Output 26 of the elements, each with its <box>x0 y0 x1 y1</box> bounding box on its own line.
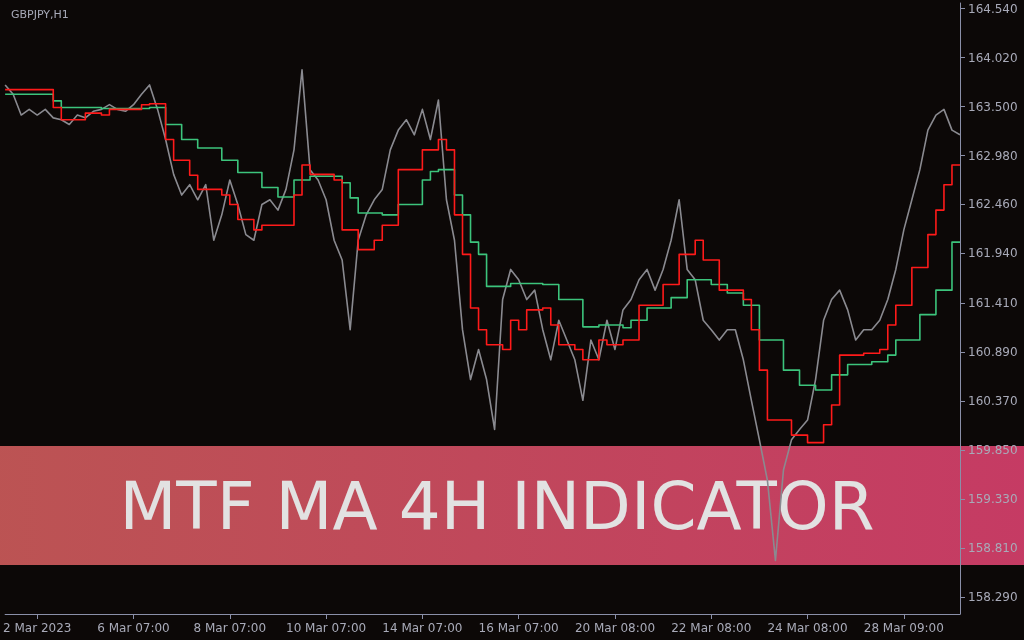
y-tick-label: 160.890 <box>968 345 1018 360</box>
y-tick-label: 164.020 <box>968 50 1018 65</box>
x-tick-label: 24 Mar 08:00 <box>767 621 848 635</box>
x-tick-label: 6 Mar 07:00 <box>97 621 170 635</box>
annotation: MTF MA 4H INDICATOR <box>119 467 875 545</box>
y-tick-label: 164.540 <box>968 1 1018 16</box>
x-tick-label: 14 Mar 07:00 <box>382 621 463 635</box>
line-series <box>4 69 961 562</box>
y-tick-label: 160.370 <box>968 394 1018 409</box>
x-tick-label: 2 Mar 2023 <box>3 621 72 635</box>
x-tick-label: 22 Mar 08:00 <box>671 621 752 635</box>
y-tick-label: 162.980 <box>968 148 1018 163</box>
y-tick-label: 162.460 <box>968 197 1018 212</box>
y-tick-label: 163.500 <box>968 99 1018 114</box>
text: GBPJPY,H1 <box>11 8 69 21</box>
y-tick-label: 161.940 <box>968 246 1018 261</box>
x-tick-label: 20 Mar 08:00 <box>574 621 656 635</box>
y-tick-label: 161.410 <box>968 296 1018 311</box>
y-tick-label: 159.330 <box>968 492 1018 507</box>
x-tick-label: 28 Mar 09:00 <box>863 621 944 635</box>
x-tick-label: 16 Mar 07:00 <box>478 621 559 635</box>
y-tick-label: 159.850 <box>968 443 1018 458</box>
y-tick-label: 158.810 <box>968 541 1018 556</box>
x-tick-label: 10 Mar 07:00 <box>286 621 367 635</box>
x-tick-label: 8 Mar 07:00 <box>193 621 267 635</box>
y-tick-label: 158.290 <box>968 590 1018 605</box>
